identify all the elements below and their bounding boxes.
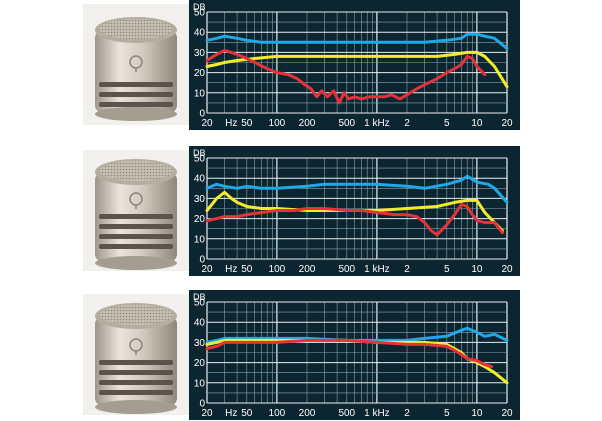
series-line-red <box>205 338 493 369</box>
x-tick-label: 20 <box>201 264 213 275</box>
y-tick-label: 50 <box>194 8 206 19</box>
y-tick-label: 10 <box>194 378 206 389</box>
y-tick-label: 20 <box>194 358 206 369</box>
y-tick-label: 40 <box>194 28 206 39</box>
x-tick-label: 200 <box>299 408 316 419</box>
frequency-response-chart-3: DB 0 10 20 30 40 50 20 Hz 50 100 200 500 1 kHz 2 5 10 20 <box>189 290 520 420</box>
x-tick-label: 5 <box>444 408 450 419</box>
x-tick-label: 100 <box>269 264 286 275</box>
x-tick-label: 10 <box>471 118 483 129</box>
x-tick-label: Hz <box>225 264 237 275</box>
y-tick-label: 20 <box>194 68 206 79</box>
chart-svg-1: DB 0 10 20 30 40 50 20 Hz 50 100 200 500 1 kHz 2 5 10 20 <box>193 2 513 129</box>
x-tick-label: 500 <box>338 408 355 419</box>
y-tick-label: 0 <box>199 109 205 120</box>
chart-row-3: DB 0 10 20 30 40 50 20 Hz 50 100 200 500 1 kHz 2 5 10 20 <box>0 290 602 420</box>
x-tick-label: 50 <box>241 118 253 129</box>
x-tick-label: 2 <box>404 118 410 129</box>
x-tick-label: 1 kHz <box>364 118 390 129</box>
x-tick-label: 50 <box>241 264 253 275</box>
chart-svg-3: DB 0 10 20 30 40 50 20 Hz 50 100 200 500 1 kHz 2 5 10 20 <box>193 292 513 419</box>
series-line-yellow <box>205 338 509 385</box>
x-tick-label: 2 <box>404 408 410 419</box>
chart-row-2: DB 0 10 20 30 40 50 20 Hz 50 100 200 500 1 kHz 2 5 10 20 <box>0 146 602 276</box>
y-tick-label: 0 <box>199 399 205 410</box>
x-tick-label: Hz <box>225 408 237 419</box>
series-line-red <box>205 203 504 237</box>
x-tick-label: 1 kHz <box>364 408 390 419</box>
x-tick-label: 20 <box>501 118 513 129</box>
mic-capsule-photo-2 <box>83 150 189 271</box>
frequency-response-chart-2: DB 0 10 20 30 40 50 20 Hz 50 100 200 500 1 kHz 2 5 10 20 <box>189 146 520 276</box>
x-tick-label: 100 <box>269 118 286 129</box>
x-tick-label: 20 <box>201 118 213 129</box>
mic-capsule-photo-3 <box>83 294 189 415</box>
x-tick-label: 200 <box>299 264 316 275</box>
x-tick-label: 50 <box>241 408 253 419</box>
x-tick-label: 500 <box>338 264 355 275</box>
y-tick-label: 30 <box>194 338 206 349</box>
mic-capsule-photo-1 <box>83 4 189 125</box>
y-tick-label: 10 <box>194 88 206 99</box>
x-tick-label: 2 <box>404 264 410 275</box>
x-tick-label: 10 <box>471 408 483 419</box>
series-line-blue <box>205 32 509 50</box>
y-tick-label: 40 <box>194 174 206 185</box>
y-tick-label: 40 <box>194 318 206 329</box>
y-tick-label: 50 <box>194 154 206 165</box>
x-tick-label: 20 <box>201 408 213 419</box>
series-line-red <box>205 48 487 105</box>
x-tick-label: 20 <box>501 408 513 419</box>
x-tick-label: 5 <box>444 264 450 275</box>
series-line-yellow <box>205 50 509 89</box>
x-tick-label: 5 <box>444 118 450 129</box>
x-tick-label: 20 <box>501 264 513 275</box>
chart-svg-2: DB 0 10 20 30 40 50 20 Hz 50 100 200 500 1 kHz 2 5 10 20 <box>193 148 513 275</box>
y-axis-label: DB <box>193 292 206 302</box>
microphone-capsule-icon <box>95 17 177 121</box>
chart-row-1: DB 0 10 20 30 40 50 20 Hz 50 100 200 500 1 kHz 2 5 10 20 <box>0 0 602 130</box>
y-axis-label: DB <box>193 2 206 12</box>
x-tick-label: 100 <box>269 408 286 419</box>
x-tick-label: 1 kHz <box>364 264 390 275</box>
y-tick-label: 0 <box>199 255 205 266</box>
y-tick-label: 10 <box>194 234 206 245</box>
microphone-capsule-icon <box>95 159 177 270</box>
microphone-capsule-icon <box>95 303 177 414</box>
y-tick-label: 50 <box>194 298 206 309</box>
x-tick-label: 200 <box>299 118 316 129</box>
y-tick-label: 30 <box>194 48 206 59</box>
x-tick-label: Hz <box>225 118 237 129</box>
y-tick-label: 20 <box>194 214 206 225</box>
x-tick-label: 500 <box>338 118 355 129</box>
frequency-response-chart-1: DB 0 10 20 30 40 50 20 Hz 50 100 200 500 1 kHz 2 5 10 20 <box>189 0 520 130</box>
y-tick-label: 30 <box>194 194 206 205</box>
series-line-blue <box>205 326 509 344</box>
y-axis-label: DB <box>193 148 206 158</box>
series-line-blue <box>205 174 509 204</box>
x-tick-label: 10 <box>471 264 483 275</box>
